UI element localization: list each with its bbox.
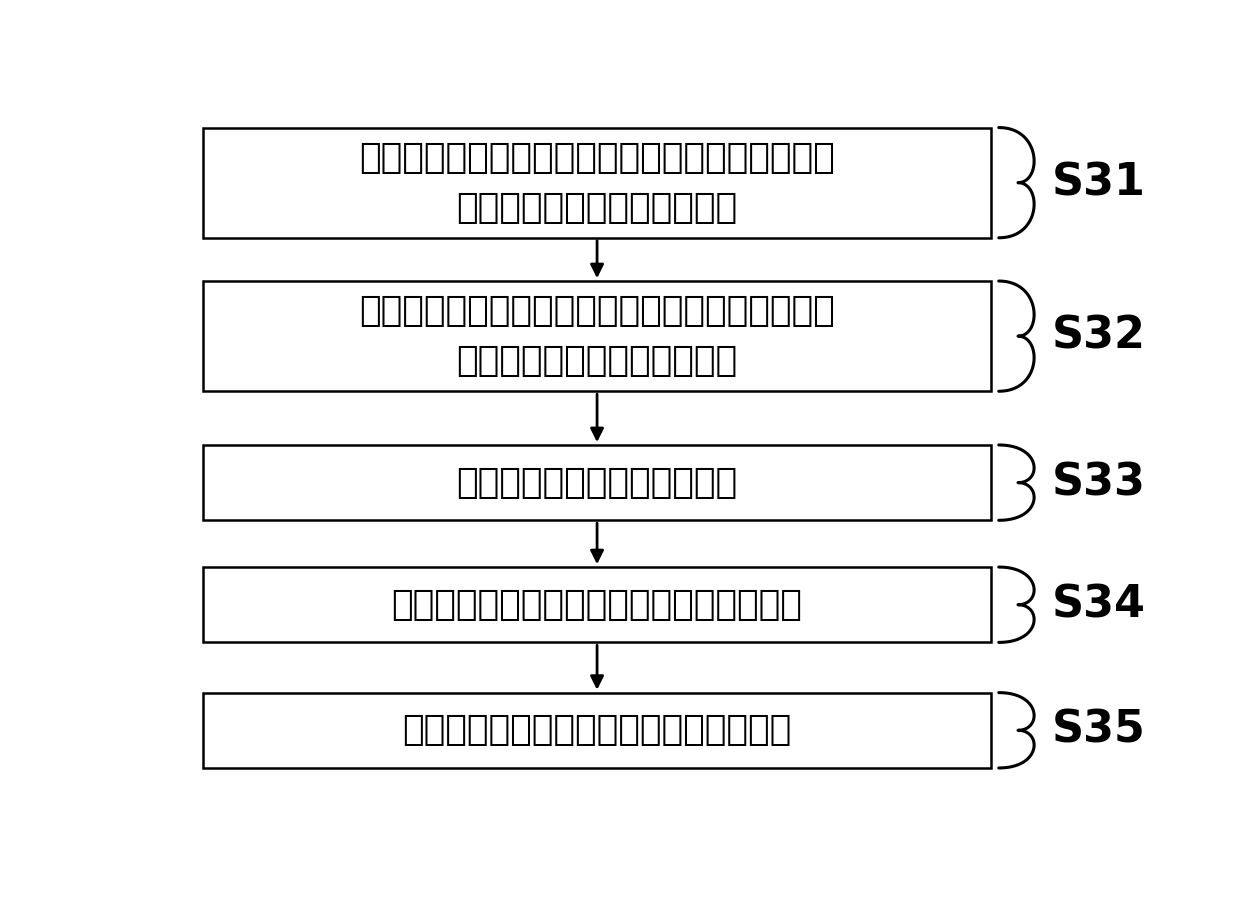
FancyBboxPatch shape — [203, 128, 991, 237]
FancyBboxPatch shape — [203, 692, 991, 768]
FancyBboxPatch shape — [203, 567, 991, 642]
Text: 对马氏距离仿真数据进行优化: 对马氏距离仿真数据进行优化 — [456, 466, 738, 499]
Text: S34: S34 — [1052, 583, 1146, 626]
FancyBboxPatch shape — [203, 445, 991, 520]
Text: S35: S35 — [1052, 708, 1146, 752]
Text: S33: S33 — [1052, 461, 1146, 504]
FancyBboxPatch shape — [203, 281, 991, 391]
Text: S31: S31 — [1052, 161, 1146, 204]
Text: 根据角度仿真数据和有功功率仿真数据得到多变量
时间序列的马氏距离仿真数据: 根据角度仿真数据和有功功率仿真数据得到多变量 时间序列的马氏距离仿真数据 — [360, 294, 835, 378]
Text: 将马氏距离测量数据进行聚类得到聚类结果: 将马氏距离测量数据进行聚类得到聚类结果 — [392, 588, 802, 622]
Text: 根据聚类结果确定受迫振荡的振荡源位置: 根据聚类结果确定受迫振荡的振荡源位置 — [403, 713, 791, 747]
Text: S32: S32 — [1052, 314, 1146, 358]
Text: 获取不同振荡源位置受迫振荡的发电机转子的角度
仿真数据和有功功率仿真数据: 获取不同振荡源位置受迫振荡的发电机转子的角度 仿真数据和有功功率仿真数据 — [360, 140, 835, 225]
